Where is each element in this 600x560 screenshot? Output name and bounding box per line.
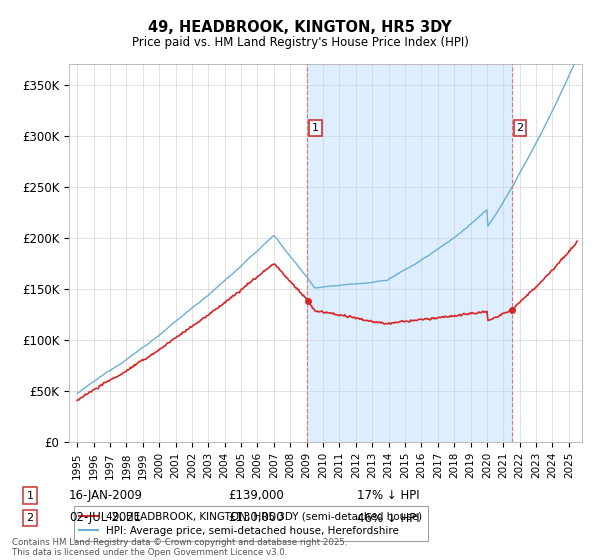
Text: 2: 2 <box>517 123 524 133</box>
Text: 49, HEADBROOK, KINGTON, HR5 3DY: 49, HEADBROOK, KINGTON, HR5 3DY <box>148 20 452 35</box>
Legend: 49, HEADBROOK, KINGTON, HR5 3DY (semi-detached house), HPI: Average price, semi-: 49, HEADBROOK, KINGTON, HR5 3DY (semi-de… <box>74 506 428 541</box>
Text: 16-JAN-2009: 16-JAN-2009 <box>69 489 143 502</box>
Text: Price paid vs. HM Land Registry's House Price Index (HPI): Price paid vs. HM Land Registry's House … <box>131 36 469 49</box>
Text: 1: 1 <box>26 491 34 501</box>
Text: 02-JUL-2021: 02-JUL-2021 <box>69 511 141 525</box>
Text: 2: 2 <box>26 513 34 523</box>
Text: £139,000: £139,000 <box>228 489 284 502</box>
Text: 46% ↓ HPI: 46% ↓ HPI <box>357 511 419 525</box>
Text: 17% ↓ HPI: 17% ↓ HPI <box>357 489 419 502</box>
Text: 1: 1 <box>312 123 319 133</box>
Text: £130,000: £130,000 <box>228 511 284 525</box>
Bar <box>307 64 512 442</box>
Text: Contains HM Land Registry data © Crown copyright and database right 2025.
This d: Contains HM Land Registry data © Crown c… <box>12 538 347 557</box>
